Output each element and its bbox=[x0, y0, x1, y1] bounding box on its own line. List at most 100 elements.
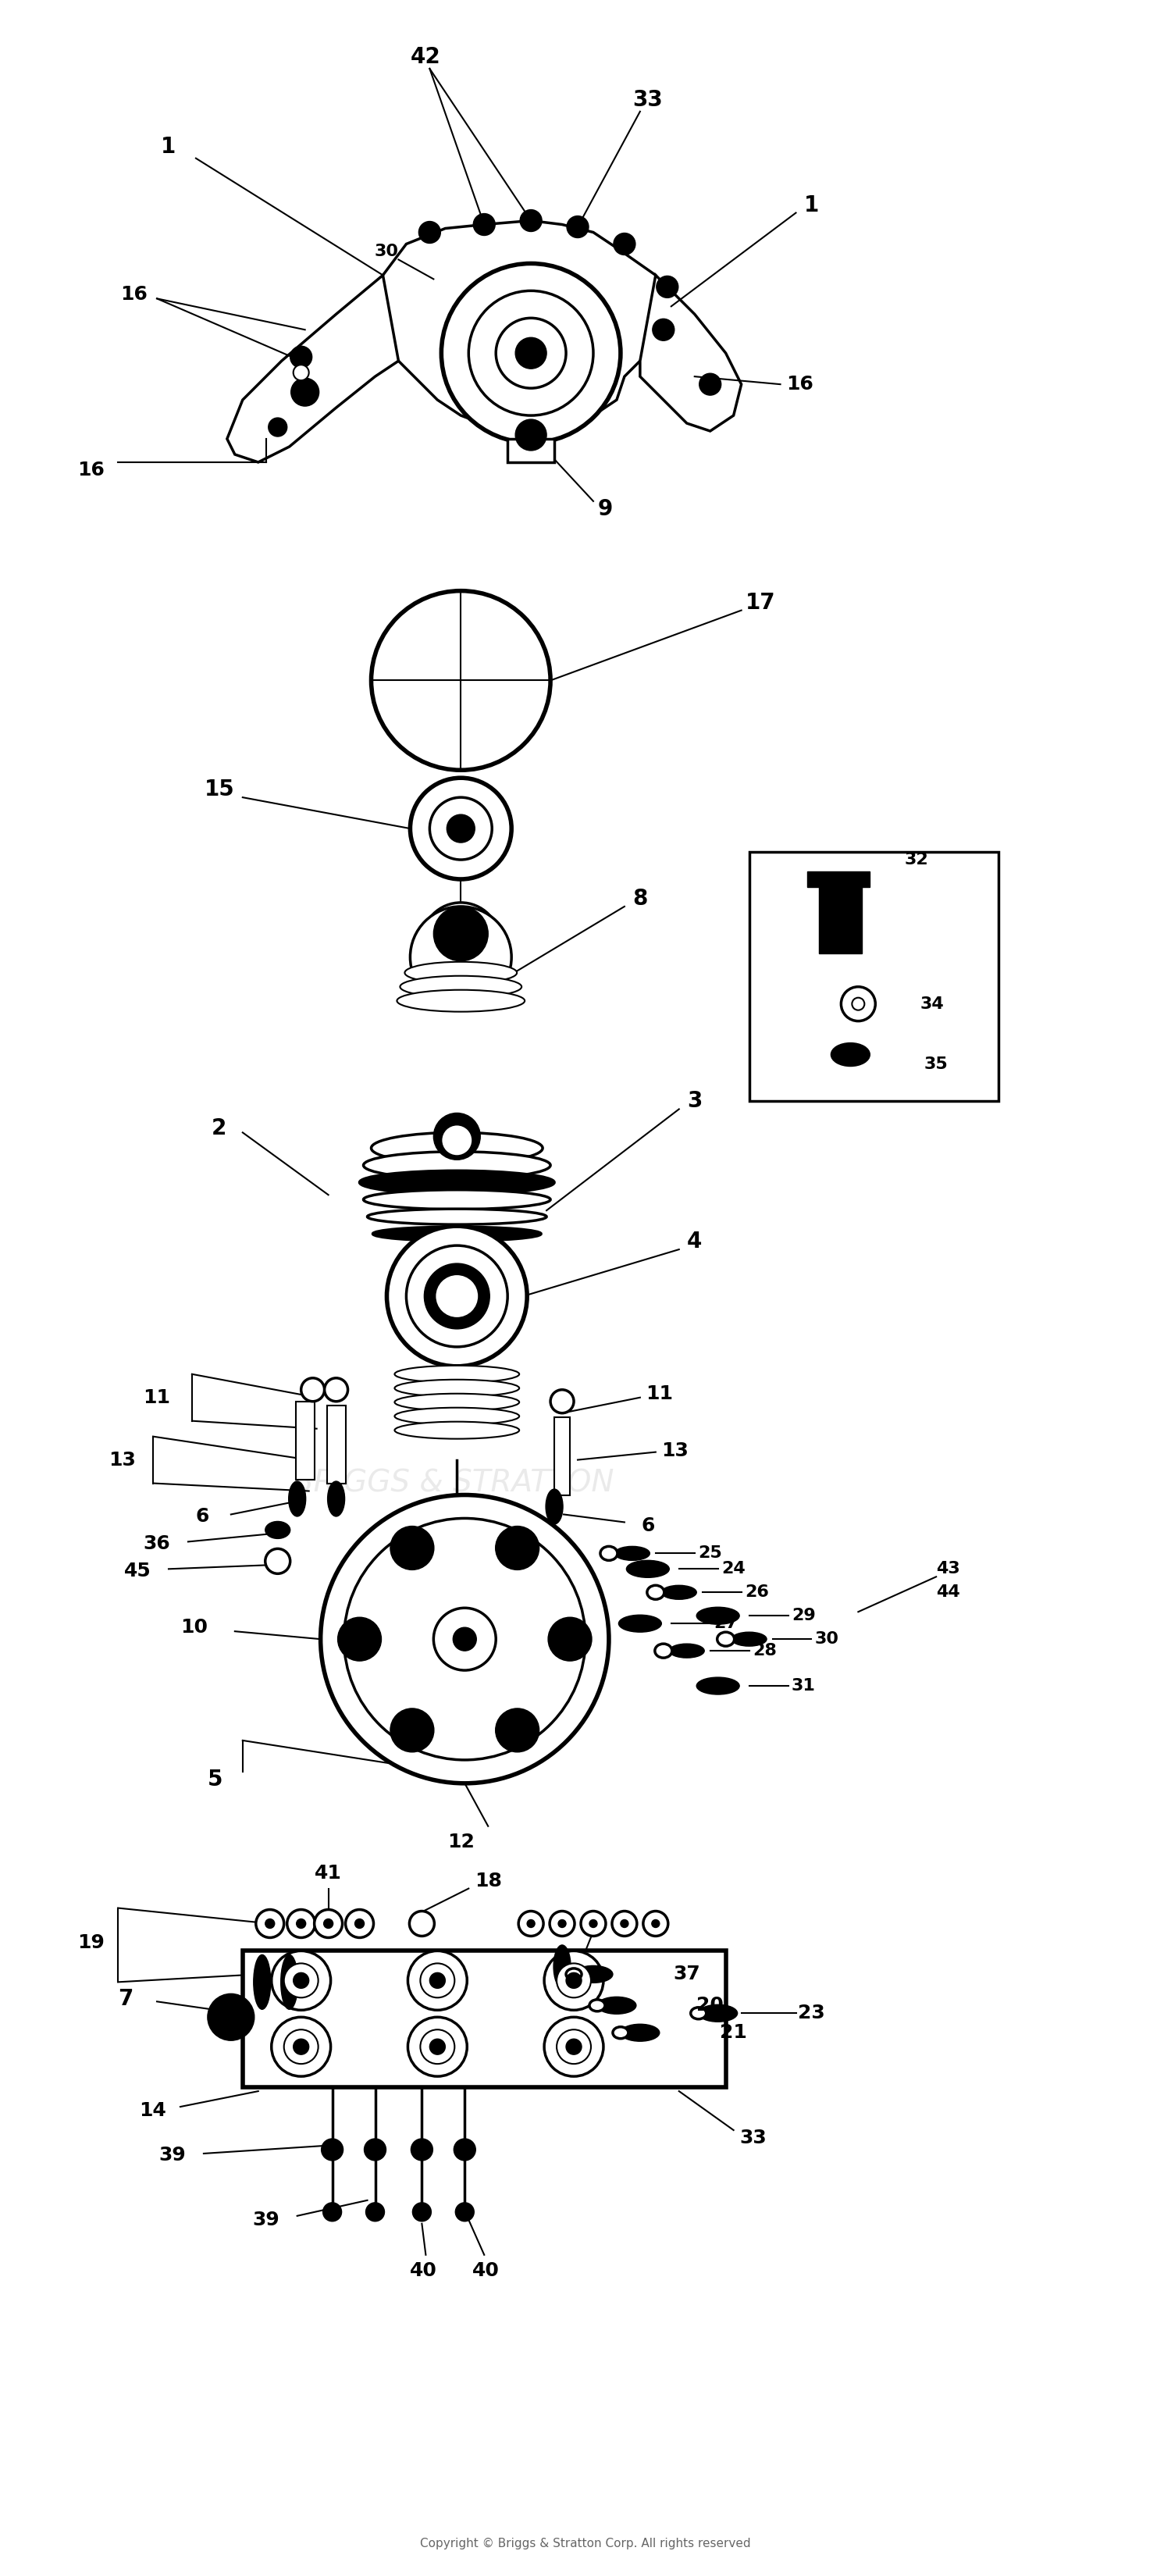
Text: 32: 32 bbox=[905, 853, 929, 868]
Ellipse shape bbox=[395, 1406, 519, 1425]
Circle shape bbox=[841, 987, 876, 1020]
Circle shape bbox=[527, 1919, 535, 1927]
Ellipse shape bbox=[266, 1522, 290, 1538]
Bar bbox=[295, 1401, 314, 1479]
Bar bbox=[327, 1406, 345, 1484]
Circle shape bbox=[614, 232, 636, 255]
Circle shape bbox=[410, 778, 512, 878]
Text: 13: 13 bbox=[662, 1440, 689, 1461]
Circle shape bbox=[441, 263, 621, 443]
Text: 1: 1 bbox=[804, 193, 819, 216]
Circle shape bbox=[436, 1275, 479, 1319]
Ellipse shape bbox=[597, 1996, 636, 2014]
Ellipse shape bbox=[621, 2025, 659, 2040]
Circle shape bbox=[344, 1517, 586, 1759]
Circle shape bbox=[441, 1126, 473, 1157]
Ellipse shape bbox=[363, 1190, 550, 1208]
Circle shape bbox=[419, 222, 440, 242]
Text: 13: 13 bbox=[108, 1450, 136, 1468]
Circle shape bbox=[495, 317, 566, 389]
Circle shape bbox=[390, 1708, 434, 1752]
Ellipse shape bbox=[831, 1043, 870, 1066]
Circle shape bbox=[256, 1909, 283, 1937]
Circle shape bbox=[559, 1919, 566, 1927]
Text: 30: 30 bbox=[815, 1631, 840, 1646]
Circle shape bbox=[420, 2030, 454, 2063]
Circle shape bbox=[430, 2040, 445, 2056]
Circle shape bbox=[468, 291, 594, 415]
Text: 19: 19 bbox=[77, 1935, 104, 1953]
Circle shape bbox=[355, 1919, 364, 1929]
Polygon shape bbox=[227, 276, 398, 461]
Circle shape bbox=[324, 1378, 348, 1401]
Ellipse shape bbox=[601, 1546, 617, 1561]
Circle shape bbox=[621, 1919, 629, 1927]
Circle shape bbox=[852, 997, 864, 1010]
Ellipse shape bbox=[670, 1643, 704, 1659]
Ellipse shape bbox=[368, 1208, 547, 1224]
Circle shape bbox=[287, 1909, 315, 1937]
Circle shape bbox=[296, 1919, 306, 1929]
Text: 41: 41 bbox=[315, 1862, 342, 1883]
Circle shape bbox=[495, 1525, 539, 1569]
Circle shape bbox=[566, 1973, 582, 1989]
Circle shape bbox=[422, 902, 500, 981]
Circle shape bbox=[364, 2138, 386, 2161]
Ellipse shape bbox=[697, 1607, 739, 1625]
Text: 11: 11 bbox=[143, 1388, 171, 1406]
Text: 35: 35 bbox=[924, 1056, 949, 1072]
Circle shape bbox=[386, 1226, 527, 1365]
Circle shape bbox=[272, 1950, 330, 2009]
Ellipse shape bbox=[328, 1481, 344, 1517]
Ellipse shape bbox=[626, 1561, 670, 1577]
Circle shape bbox=[456, 2202, 474, 2221]
Circle shape bbox=[290, 345, 311, 368]
Bar bbox=[808, 871, 870, 886]
Bar bbox=[820, 876, 862, 953]
Circle shape bbox=[567, 216, 589, 237]
Text: 44: 44 bbox=[936, 1584, 960, 1600]
Circle shape bbox=[207, 1994, 254, 2040]
Text: 45: 45 bbox=[124, 1561, 151, 1582]
Circle shape bbox=[390, 1525, 434, 1569]
Circle shape bbox=[447, 814, 475, 842]
Ellipse shape bbox=[648, 1584, 664, 1600]
Ellipse shape bbox=[655, 1643, 672, 1659]
Circle shape bbox=[266, 1919, 274, 1929]
Circle shape bbox=[266, 1548, 290, 1574]
Text: 40: 40 bbox=[472, 2262, 499, 2280]
Circle shape bbox=[412, 2202, 431, 2221]
Circle shape bbox=[408, 2017, 467, 2076]
Circle shape bbox=[433, 1113, 480, 1159]
Text: 36: 36 bbox=[143, 1535, 171, 1553]
Ellipse shape bbox=[612, 2027, 629, 2038]
Text: 43: 43 bbox=[936, 1561, 960, 1577]
Text: 16: 16 bbox=[119, 286, 148, 304]
Ellipse shape bbox=[400, 976, 521, 997]
Text: 29: 29 bbox=[792, 1607, 816, 1623]
Circle shape bbox=[520, 209, 542, 232]
Text: 17: 17 bbox=[746, 592, 776, 613]
Bar bbox=[507, 438, 554, 461]
Circle shape bbox=[566, 2040, 582, 2056]
Ellipse shape bbox=[281, 1955, 297, 2009]
Text: 10: 10 bbox=[180, 1618, 207, 1636]
Circle shape bbox=[430, 799, 492, 860]
Circle shape bbox=[424, 1262, 489, 1329]
Ellipse shape bbox=[363, 1151, 550, 1180]
Circle shape bbox=[548, 1618, 591, 1662]
Circle shape bbox=[515, 420, 547, 451]
Circle shape bbox=[581, 1911, 605, 1937]
Bar bbox=[554, 1417, 570, 1494]
Bar bbox=[749, 853, 999, 1103]
Ellipse shape bbox=[371, 1133, 542, 1164]
Ellipse shape bbox=[397, 989, 525, 1012]
Circle shape bbox=[365, 2202, 384, 2221]
Ellipse shape bbox=[395, 1394, 519, 1412]
Circle shape bbox=[293, 2040, 309, 2056]
Circle shape bbox=[643, 1911, 669, 1937]
Text: 24: 24 bbox=[721, 1561, 746, 1577]
Text: 6: 6 bbox=[641, 1517, 655, 1535]
Text: 40: 40 bbox=[410, 2262, 437, 2280]
Circle shape bbox=[473, 214, 495, 234]
